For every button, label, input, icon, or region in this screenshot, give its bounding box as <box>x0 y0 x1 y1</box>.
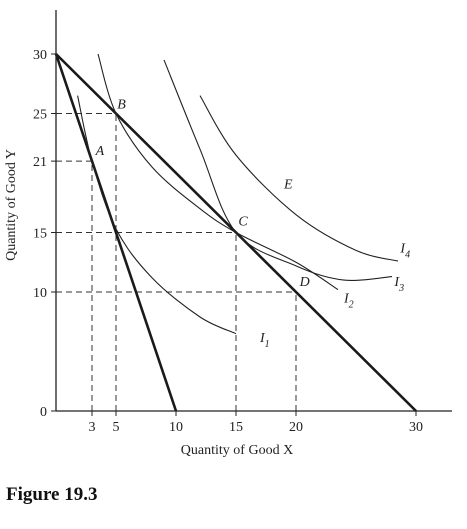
annotation-label-e: E <box>283 177 293 192</box>
indifference-curve-chart: 3 5 10 15 20 30 0 10 15 21 25 30 A B C D I1 I2 I3 I4 E Quan… <box>4 10 452 458</box>
point-label-c: C <box>238 214 248 229</box>
y-tick-label: 15 <box>33 227 47 242</box>
axis-ticks: 3 5 10 15 20 30 0 10 15 21 25 30 <box>33 48 423 435</box>
curve-label-i1: I1 <box>259 331 270 350</box>
x-tick-label: 15 <box>229 420 243 435</box>
figure-caption: Figure 19.3 <box>6 484 98 505</box>
y-tick-label: 25 <box>33 108 47 123</box>
indifference-curve-i2 <box>97 53 339 291</box>
x-tick-label: 3 <box>89 420 96 435</box>
point-label-b: B <box>117 98 126 113</box>
curve-label-i3: I3 <box>393 275 404 294</box>
x-axis-label: Quantity of Good X <box>181 443 293 458</box>
x-tick-label: 10 <box>169 420 183 435</box>
point-label-d: D <box>299 275 310 290</box>
x-tick-label: 5 <box>113 420 120 435</box>
y-tick-label: 0 <box>40 405 47 420</box>
chart-labels: A B C D I1 I2 I3 I4 E <box>95 98 410 350</box>
y-tick-label: 10 <box>33 286 47 301</box>
y-axis-label: Quantity of Good Y <box>4 149 19 261</box>
curve-label-i2: I2 <box>343 292 354 311</box>
y-tick-label: 21 <box>33 155 47 170</box>
y-tick-label: 30 <box>33 48 47 63</box>
indifference-curve-i1 <box>77 95 237 335</box>
point-label-a: A <box>95 144 105 159</box>
indifference-curve-i3 <box>163 59 393 282</box>
x-tick-label: 30 <box>409 420 423 435</box>
x-tick-label: 20 <box>289 420 303 435</box>
budget-line-1 <box>54 53 178 412</box>
reference-lines <box>56 113 297 411</box>
curve-label-i4: I4 <box>399 242 410 261</box>
axes <box>55 10 452 412</box>
indifference-curve-i4 <box>199 95 399 262</box>
indifference-curves <box>77 53 399 335</box>
